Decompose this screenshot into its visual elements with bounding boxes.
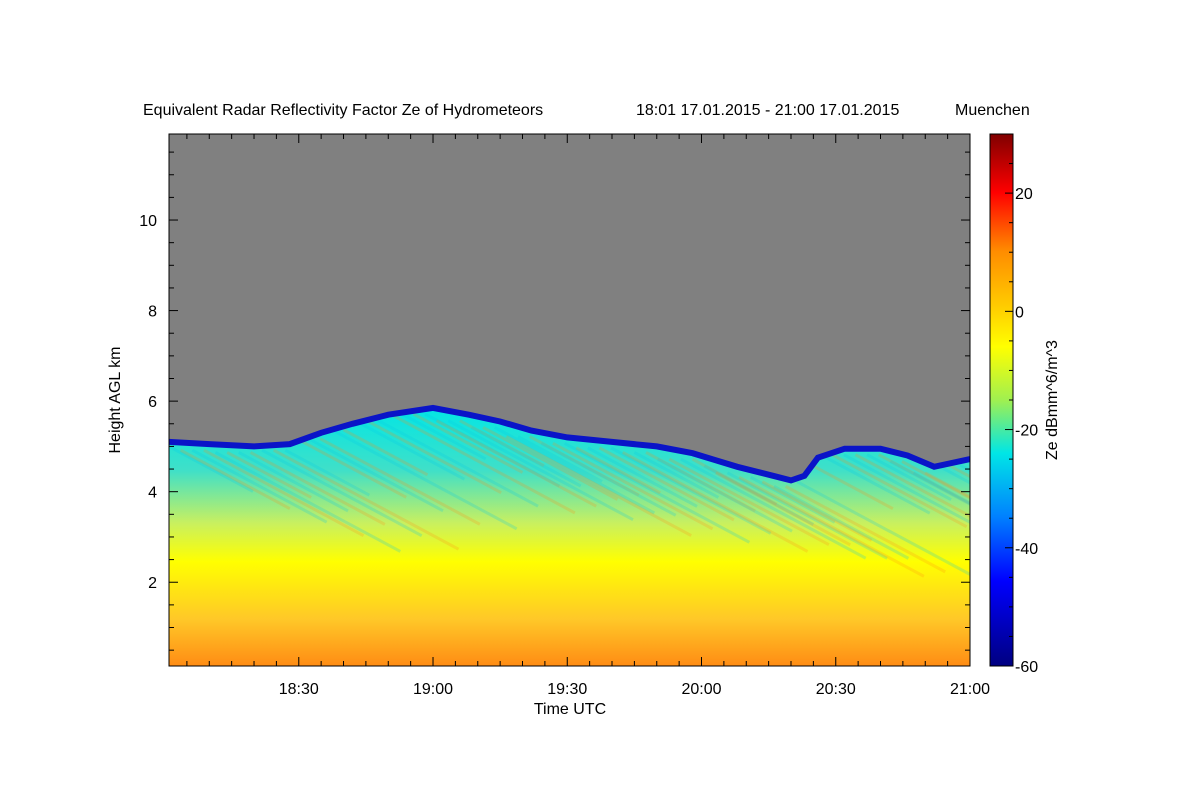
fall-streak xyxy=(598,446,735,522)
fall-streak xyxy=(284,448,371,497)
fall-streak xyxy=(854,453,970,518)
fall-streak xyxy=(342,428,429,477)
fall-streak xyxy=(307,437,444,513)
fall-streak xyxy=(808,462,894,511)
x-tick-label: 18:30 xyxy=(279,681,319,698)
colorbar-tick-label: 20 xyxy=(1015,186,1033,203)
y-tick-label: 8 xyxy=(148,304,157,321)
fall-streak xyxy=(680,457,867,560)
fall-streak xyxy=(400,412,487,461)
fall-streak xyxy=(331,428,518,531)
fall-streak xyxy=(959,463,970,473)
x-tick-label: 20:30 xyxy=(816,681,856,698)
y-tick-label: 10 xyxy=(139,213,157,230)
fall-streak xyxy=(668,457,830,547)
fall-streak xyxy=(738,475,925,578)
fall-streak xyxy=(831,453,968,528)
y-tick-label: 2 xyxy=(148,575,157,592)
x-tick-label: 19:30 xyxy=(547,681,587,698)
fall-streak xyxy=(482,426,619,501)
colorbar-tick-label: -20 xyxy=(1015,423,1038,440)
x-axis: 18:30 19:00 19:30 20:00 20:30 21:00 xyxy=(186,134,990,698)
fall-streak xyxy=(924,471,970,499)
fall-streak xyxy=(610,446,772,535)
fall-streak xyxy=(784,485,946,574)
fall-streak xyxy=(412,412,524,474)
x-tick-label: 19:00 xyxy=(413,681,453,698)
colorbar: 20 0 -20 -40 -60 Ze dBmm^6/m^3 xyxy=(989,133,1061,676)
fall-streak xyxy=(517,435,603,483)
fall-streak xyxy=(866,453,952,501)
colorbar-ticks: 20 0 -20 -40 -60 xyxy=(1005,133,1038,676)
chart-title: Equivalent Radar Reflectivity Factor Ze … xyxy=(143,102,543,119)
x-tick-label: 21:00 xyxy=(950,681,990,698)
fall-streak xyxy=(703,464,815,526)
x-axis-label: Time UTC xyxy=(534,701,606,718)
fall-streak xyxy=(656,457,793,533)
fall-streak xyxy=(214,451,402,553)
y-axis: 2 4 6 8 10 xyxy=(139,151,970,651)
fall-streak xyxy=(936,463,970,485)
fall-streak xyxy=(447,419,634,522)
colorbar-tick-label: -60 xyxy=(1015,659,1038,676)
fall-streak xyxy=(691,457,778,506)
fall-streak xyxy=(377,419,539,508)
fall-streak xyxy=(366,419,502,495)
fall-streak xyxy=(726,471,888,560)
y-tick-label: 4 xyxy=(148,485,157,502)
colorbar-tick-label: 0 xyxy=(1015,304,1024,321)
fall-streak xyxy=(575,446,661,495)
chart-location: Muenchen xyxy=(955,102,1030,119)
fall-streak xyxy=(633,451,720,499)
fall-streak xyxy=(319,437,481,526)
fall-streak xyxy=(169,445,254,493)
fall-streak xyxy=(540,442,677,517)
fall-streak xyxy=(226,451,312,499)
fall-streak xyxy=(191,448,328,524)
chart-time-range: 18:01 17.01.2015 - 21:00 17.01.2015 xyxy=(636,102,899,119)
fall-streak xyxy=(715,471,851,547)
cloud-top-edge xyxy=(169,404,970,484)
fall-streak xyxy=(296,437,407,499)
fall-streak xyxy=(249,451,386,526)
fall-streak xyxy=(843,453,970,524)
fall-streak xyxy=(435,419,597,508)
fall-streak xyxy=(273,448,460,551)
fall-streak xyxy=(261,448,423,537)
fall-streak xyxy=(563,442,751,544)
fall-streak xyxy=(354,419,466,481)
fall-streak xyxy=(773,485,910,560)
fall-streak xyxy=(238,451,349,513)
fall-streak xyxy=(179,448,291,510)
fall-streak xyxy=(796,480,970,577)
fall-streak xyxy=(750,475,836,524)
fall-streak xyxy=(645,451,756,513)
fall-streak xyxy=(889,460,970,506)
colorbar-label: Ze dBmm^6/m^3 xyxy=(1044,340,1061,460)
fall-streak xyxy=(819,453,931,515)
fall-streak xyxy=(505,435,692,537)
x-tick-label: 20:00 xyxy=(681,681,721,698)
reflectivity-echo-region xyxy=(169,407,970,666)
plot-frame xyxy=(168,133,971,667)
fall-streak xyxy=(528,435,640,497)
fall-streaks xyxy=(169,412,970,578)
fall-streak xyxy=(459,419,545,468)
plot-area xyxy=(169,134,970,666)
y-tick-label: 6 xyxy=(148,394,157,411)
fall-streak xyxy=(424,412,561,488)
fall-streak xyxy=(901,460,970,500)
fall-streak xyxy=(203,448,365,537)
fall-streak xyxy=(587,446,698,508)
fall-streak xyxy=(494,426,656,515)
fall-streak xyxy=(912,471,970,505)
fall-streak xyxy=(622,451,809,553)
fall-streak xyxy=(470,426,582,488)
fall-streak xyxy=(761,480,873,542)
fall-streak xyxy=(552,442,714,531)
colorbar-tick-label: -40 xyxy=(1015,541,1038,558)
fall-streak xyxy=(389,412,576,515)
y-axis-label: Height AGL km xyxy=(107,346,124,453)
